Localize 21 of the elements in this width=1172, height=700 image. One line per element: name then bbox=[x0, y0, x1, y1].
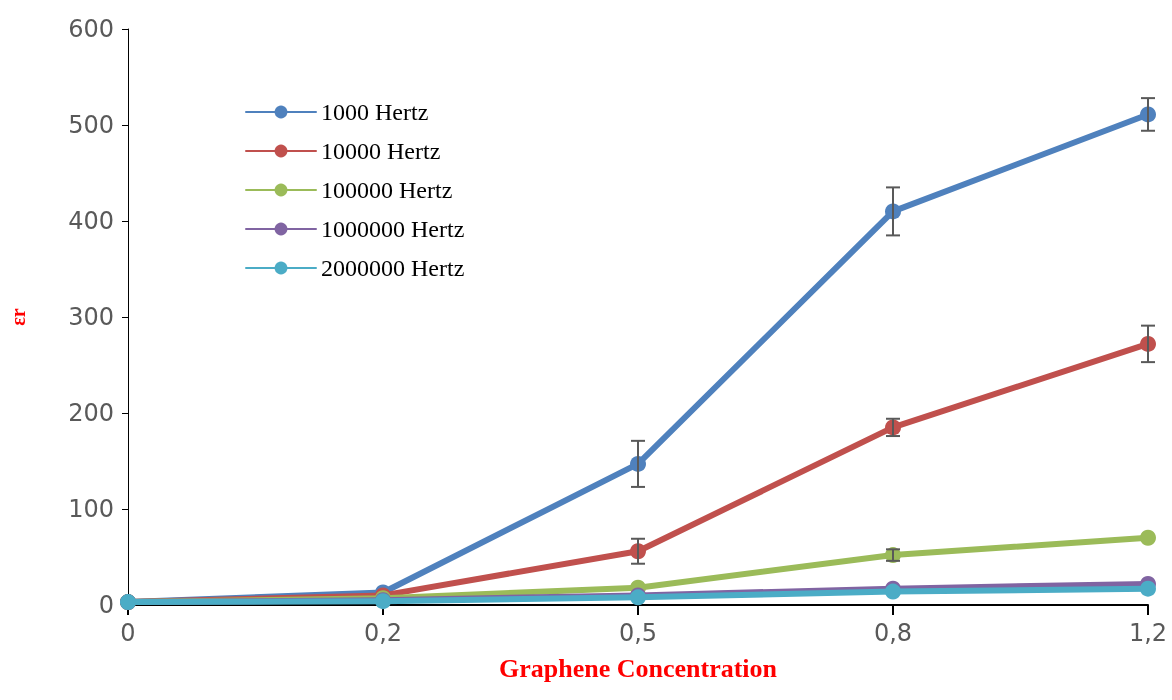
y-tick-label: 400 bbox=[68, 207, 114, 235]
x-tick-label: 1,2 bbox=[1128, 619, 1168, 647]
y-axis-title: εr bbox=[7, 308, 29, 326]
legend-label: 1000000 Hertz bbox=[321, 216, 465, 242]
x-tick-label: 0,5 bbox=[618, 619, 658, 647]
y-tick-label: 100 bbox=[68, 495, 114, 523]
x-tick-label: 0,2 bbox=[363, 619, 403, 647]
x-tick-label: 0 bbox=[120, 619, 136, 647]
y-tick-label: 200 bbox=[68, 399, 114, 427]
x-tick-label: 0,8 bbox=[873, 619, 913, 647]
legend-label: 10000 Hertz bbox=[321, 138, 441, 164]
point bbox=[1140, 529, 1156, 546]
y-tick-label: 300 bbox=[68, 303, 114, 331]
y-tick-label: 0 bbox=[98, 591, 114, 619]
legend-label: 1000 Hertz bbox=[321, 99, 429, 125]
legend-label: 100000 Hertz bbox=[321, 177, 453, 203]
y-tick-label: 600 bbox=[68, 15, 114, 43]
point bbox=[1140, 580, 1156, 597]
y-tick-label: 500 bbox=[68, 111, 114, 139]
legend-label: 2000000 Hertz bbox=[321, 255, 465, 281]
x-axis-title: Graphene Concentration bbox=[498, 653, 778, 683]
